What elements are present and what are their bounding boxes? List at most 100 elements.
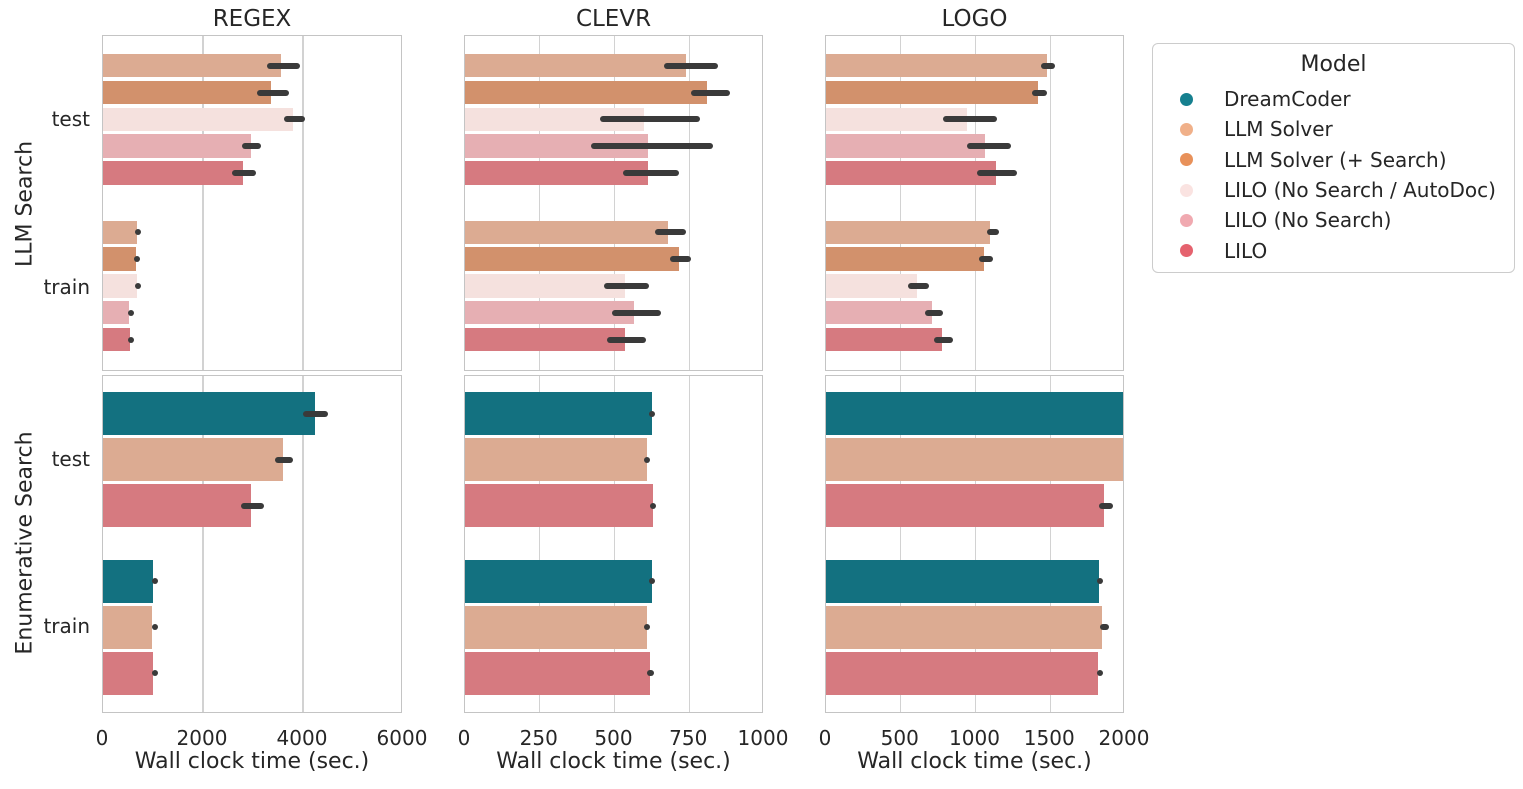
error-bar-lilo-train [607, 336, 646, 343]
xtick-label-regex-0: 0 [95, 726, 109, 750]
bar-llm_solver_search-train [103, 247, 136, 271]
xtick-label-logo-500: 500 [880, 726, 919, 750]
bar-lilo_nosearch-train [826, 300, 933, 325]
gridline [974, 376, 977, 712]
error-bar-lilo-train [152, 670, 159, 677]
error-bar-llm_solver_search-train [134, 256, 140, 263]
legend-label-dreamcoder: DreamCoder [1224, 87, 1351, 112]
ytick-label-train-bottom: train [43, 614, 90, 638]
xaxis-label-clevr: Wall clock time (sec.) [496, 749, 731, 774]
error-bar-lilo-test [241, 502, 264, 509]
gridline [539, 36, 541, 370]
bar-lilo-train [103, 327, 130, 352]
legend-marker-llm_solver_search-icon [1180, 153, 1193, 167]
error-bar-llm_solver-train [1100, 624, 1110, 631]
error-bar-llm_solver-train [986, 229, 999, 236]
bar-lilo-test [103, 484, 251, 528]
bar-lilo-test [465, 484, 653, 528]
bar-llm_solver-train [826, 605, 1102, 649]
error-bar-lilo_nosearch-train [611, 309, 661, 316]
error-bar-lilo_nosearch_autodoc-test [599, 116, 700, 123]
bar-lilo-train [103, 651, 153, 695]
gridline [302, 376, 304, 712]
error-bar-lilo-train [647, 670, 654, 677]
error-bar-llm_solver_search-test [257, 89, 289, 96]
bar-dreamcoder-test [103, 392, 315, 436]
error-bar-llm_solver-test [644, 456, 651, 463]
bar-lilo-test [465, 161, 648, 185]
ytick-label-test-bottom: test [51, 447, 90, 471]
bar-lilo-test [826, 161, 996, 185]
error-bar-lilo-test [232, 169, 256, 176]
error-bar-lilo_nosearch_autodoc-test [943, 116, 998, 123]
xtick-label-regex-4000: 4000 [276, 726, 328, 750]
bar-llm_solver_search-train [826, 247, 985, 271]
subplot-regex-enumerative-search [102, 375, 402, 713]
bar-llm_solver_search-test [465, 80, 708, 105]
bar-dreamcoder-train [103, 559, 153, 603]
error-bar-llm_solver-test [275, 456, 293, 463]
legend-marker-lilo_nosearch_autodoc-icon [1180, 183, 1193, 197]
ytick-label-train-top: train [43, 275, 90, 299]
gridline [1049, 376, 1051, 712]
gridline [613, 36, 616, 370]
bar-llm_solver-test [826, 438, 1123, 482]
legend-label-lilo: LILO [1224, 238, 1268, 263]
legend-label-lilo_nosearch: LILO (No Search) [1224, 208, 1392, 233]
bar-lilo_nosearch-test [465, 134, 648, 158]
legend-item-dreamcoder: DreamCoder [1153, 84, 1514, 114]
subplot-clevr-enumerative-search [464, 375, 763, 713]
error-bar-lilo_nosearch-train [127, 309, 134, 316]
xtick-label-regex-2000: 2000 [176, 726, 228, 750]
bar-llm_solver-test [465, 53, 687, 78]
gridline [202, 376, 204, 712]
row-label-llm-search: LLM Search [12, 140, 38, 268]
bar-lilo_nosearch_autodoc-test [465, 107, 645, 132]
gridline [202, 36, 204, 370]
bar-dreamcoder-train [826, 559, 1099, 603]
bar-llm_solver-train [103, 220, 137, 245]
bar-lilo_nosearch-train [103, 300, 129, 325]
gridline [688, 376, 690, 712]
bar-llm_solver-train [465, 605, 648, 649]
legend-item-lilo_nosearch: LILO (No Search) [1153, 205, 1514, 235]
error-bar-dreamcoder-test [303, 410, 328, 417]
legend-marker-lilo_nosearch-icon [1180, 213, 1193, 227]
error-bar-lilo_nosearch-train [925, 309, 944, 316]
error-bar-lilo_nosearch-test [967, 143, 1011, 150]
bar-llm_solver-train [826, 220, 991, 245]
bar-lilo_nosearch_autodoc-test [103, 107, 293, 132]
subplot-logo-enumerative-search [825, 375, 1124, 713]
error-bar-dreamcoder-train [1097, 578, 1104, 585]
bar-llm_solver-test [826, 53, 1048, 78]
row-label-enumerative-search: Enumerative Search [12, 431, 38, 655]
legend-items: DreamCoder LLM Solver LLM Solver (+ Search… [1153, 84, 1514, 266]
error-bar-lilo_nosearch_autodoc-train [604, 282, 649, 289]
error-bar-llm_solver_search-test [1032, 89, 1048, 96]
error-bar-lilo-train [1096, 670, 1103, 677]
bar-llm_solver-test [103, 438, 283, 482]
subplot-title-logo: LOGO [941, 6, 1008, 32]
error-bar-llm_solver_search-train [669, 256, 691, 263]
ytick-label-test-top: test [51, 107, 90, 131]
gridline [1049, 36, 1051, 370]
bar-lilo_nosearch_autodoc-test [826, 107, 968, 132]
error-bar-lilo_nosearch-test [590, 143, 714, 150]
subplot-title-regex: REGEX [212, 6, 292, 32]
xtick-label-clevr-750: 750 [669, 726, 708, 750]
subplot-clevr-llm-search [464, 35, 763, 371]
xaxis-label-regex: Wall clock time (sec.) [134, 749, 370, 774]
xaxis-label-logo: Wall clock time (sec.) [857, 749, 1092, 774]
bar-dreamcoder-test [465, 392, 652, 436]
error-bar-llm_solver-test [1041, 62, 1055, 69]
error-bar-llm_solver-train [135, 229, 141, 236]
error-bar-lilo-train [127, 336, 134, 343]
legend-label-lilo_nosearch_autodoc: LILO (No Search / AutoDoc) [1224, 178, 1496, 203]
legend-item-llm_solver: LLM Solver [1153, 114, 1514, 144]
error-bar-dreamcoder-test [648, 410, 655, 417]
legend-label-llm_solver: LLM Solver [1224, 117, 1333, 142]
error-bar-lilo-test [976, 169, 1018, 176]
error-bar-llm_solver-train [654, 229, 687, 236]
error-bar-lilo_nosearch_autodoc-test [284, 116, 305, 123]
